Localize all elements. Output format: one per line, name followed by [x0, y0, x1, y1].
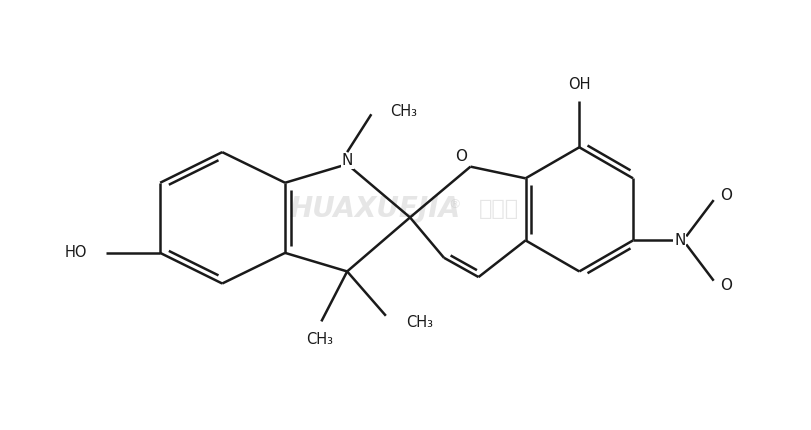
Text: O: O: [719, 278, 732, 293]
Text: HUAXUEJIA: HUAXUEJIA: [290, 195, 461, 223]
Text: O: O: [454, 150, 466, 164]
Text: CH₃: CH₃: [389, 104, 417, 119]
Text: O: O: [719, 188, 732, 203]
Text: HO: HO: [65, 246, 88, 261]
Text: N: N: [341, 154, 353, 169]
Text: OH: OH: [568, 77, 590, 92]
Text: ®: ®: [448, 198, 460, 211]
Text: N: N: [673, 233, 684, 248]
Text: CH₃: CH₃: [406, 315, 433, 330]
Text: CH₃: CH₃: [306, 332, 333, 347]
Text: 化学加: 化学加: [478, 200, 518, 219]
